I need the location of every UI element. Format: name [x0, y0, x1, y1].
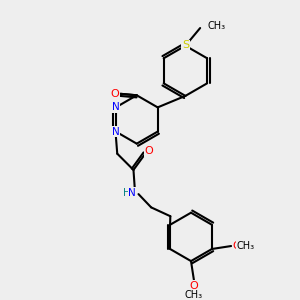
Text: O: O — [190, 280, 198, 291]
Text: CH₃: CH₃ — [185, 290, 203, 300]
Text: O: O — [111, 89, 120, 99]
Text: S: S — [182, 40, 189, 50]
Text: N: N — [112, 127, 120, 136]
Text: CH₃: CH₃ — [208, 21, 226, 31]
Text: O: O — [144, 146, 153, 156]
Text: O: O — [232, 241, 241, 251]
Text: N: N — [128, 188, 136, 198]
Text: CH₃: CH₃ — [237, 241, 255, 251]
Text: N: N — [112, 102, 120, 112]
Text: H: H — [123, 188, 130, 198]
